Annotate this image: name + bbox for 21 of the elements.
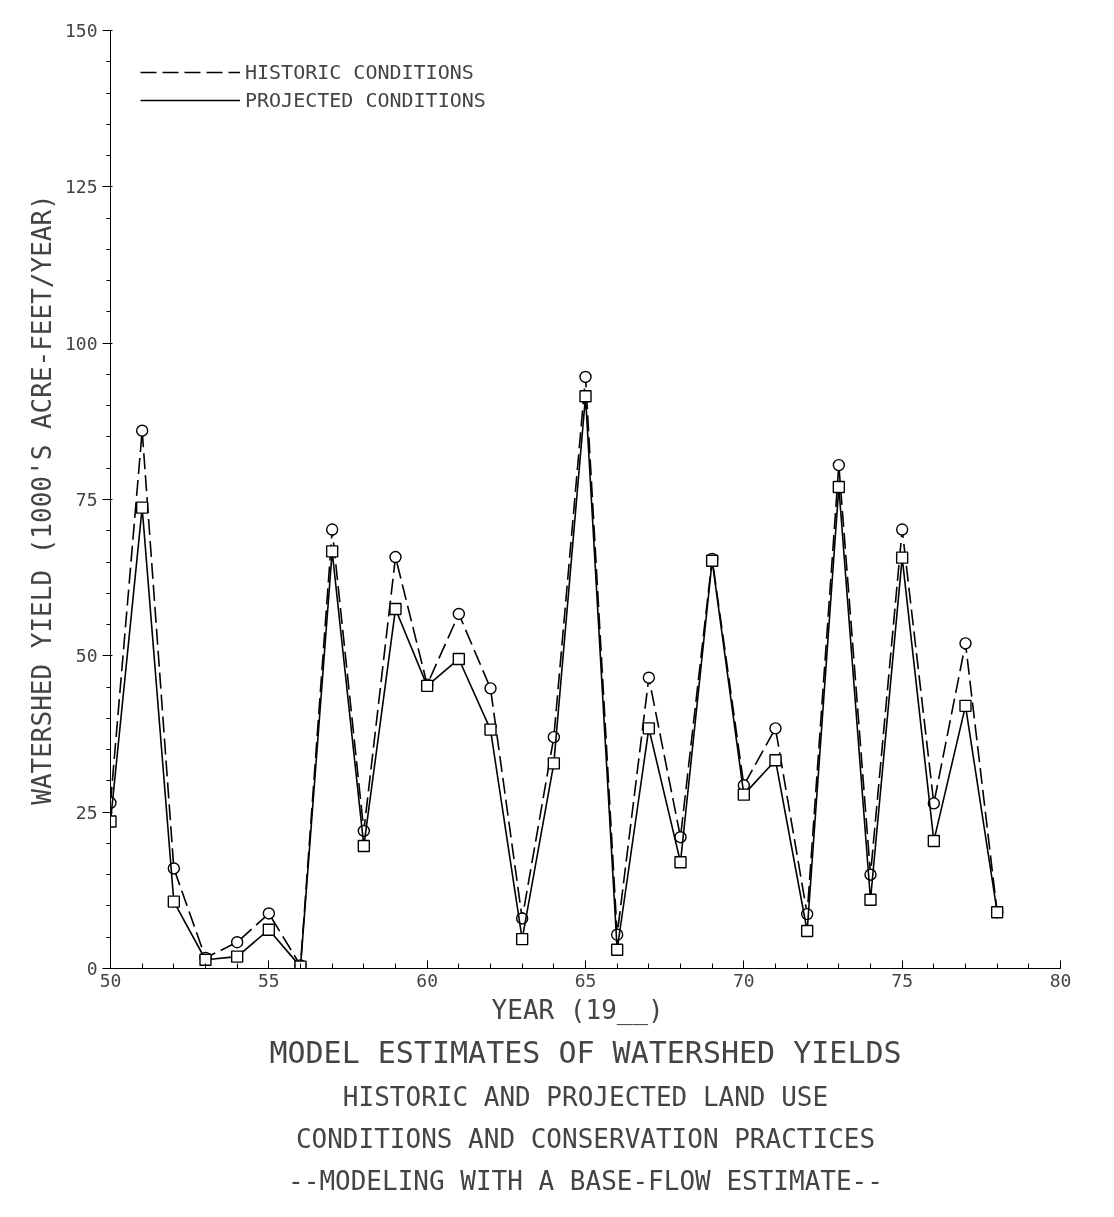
y-tick-label: 100: [64, 332, 98, 354]
y-tick-label: 0: [86, 958, 98, 979]
x-tick-label: 60: [416, 969, 439, 991]
x-tick-label: 50: [99, 969, 122, 991]
x-tick-label: 65: [574, 969, 597, 991]
x-tick-label: 55: [258, 969, 280, 991]
y-tick-label: 25: [75, 801, 98, 823]
text: HISTORIC AND PROJECTED LAND USE CONDITIONS AND CONSERVATION PRACTICES: [295, 1081, 876, 1154]
y-tick-label: 125: [64, 176, 98, 198]
x-tick-label: 75: [891, 969, 914, 991]
y-tick-label: 150: [64, 20, 98, 41]
x-axis-title: YEAR (19__): [491, 994, 664, 1026]
legend-label: HISTORIC CONDITIONS: [245, 60, 474, 84]
y-axis-title: WATERSHED YIELD (1000'S ACRE-FEET/YEAR): [26, 194, 57, 805]
y-tick-label: 75: [75, 489, 98, 510]
legend-label: PROJECTED CONDITIONS: [245, 88, 486, 112]
text: --MODELING WITH A BASE-FLOW ESTIMATE--: [288, 1165, 883, 1196]
y-tick-label: 50: [75, 645, 98, 667]
text: MODEL ESTIMATES OF WATERSHED YIELDS: [269, 1034, 902, 1070]
x-tick-label: 80: [1049, 969, 1072, 991]
x-tick-label: 70: [733, 969, 755, 991]
